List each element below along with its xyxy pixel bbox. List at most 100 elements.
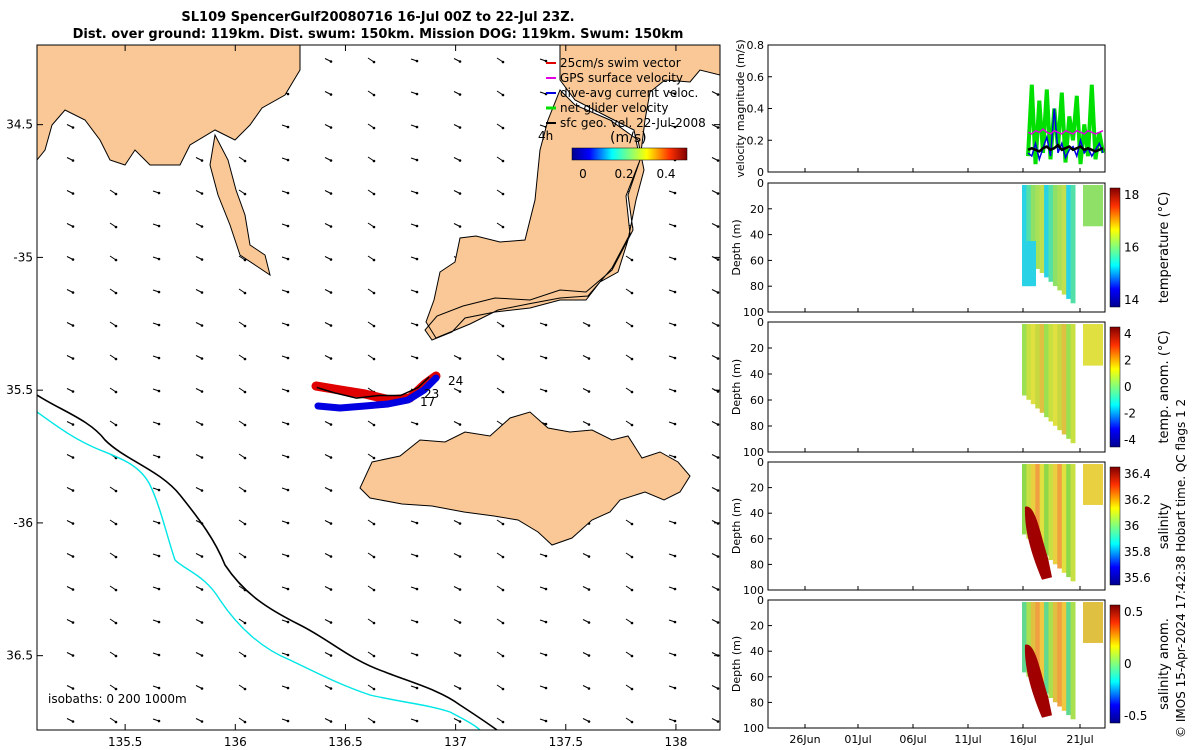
velocity-arrow-head xyxy=(329,192,333,195)
velocity-arrow-head xyxy=(372,522,376,526)
velocity-arrow-head xyxy=(200,654,204,657)
velocity-arrow-head xyxy=(329,588,333,591)
velocity-arrow-head xyxy=(329,258,333,261)
velocity-arrow-head xyxy=(200,258,204,261)
depth-tick-label: 40 xyxy=(750,507,764,520)
velocity-arrow-head xyxy=(415,257,419,261)
velocity-arrow-head xyxy=(372,324,376,328)
velocity-arrow-head xyxy=(243,357,247,361)
glider-track xyxy=(311,371,441,412)
velocity-arrow-head xyxy=(71,522,75,525)
map-ytick-label: -36 xyxy=(13,516,33,530)
velocity-arrow-head xyxy=(501,390,505,394)
velocity-arrow-head xyxy=(329,291,333,294)
velocity-arrow-head xyxy=(501,324,505,328)
time-label: 06Jul xyxy=(899,733,926,746)
velocity-arrow-head xyxy=(673,422,677,426)
velocity-arrow-head xyxy=(157,224,161,228)
panel-colorbar xyxy=(1109,604,1121,724)
velocity-arrow-head xyxy=(157,521,161,525)
velocity-arrow-head xyxy=(716,291,720,294)
vel-ytick-label: 0.2 xyxy=(747,134,765,147)
cbar-tick-label: 36.4 xyxy=(1124,467,1151,481)
velocity-arrow-head xyxy=(157,257,161,261)
velocity-arrow-head xyxy=(501,720,505,724)
velocity-arrow-head xyxy=(716,225,720,228)
velocity-arrow-head xyxy=(458,621,462,624)
depth-tick-label: 100 xyxy=(743,722,764,735)
depth-ylabel: Depth (m) xyxy=(730,498,743,554)
profile-block-late xyxy=(1083,602,1103,643)
legend-net: net glider velocity xyxy=(560,101,668,115)
velocity-arrow-head xyxy=(114,225,118,229)
velocity-arrow-head xyxy=(673,719,677,723)
map-axis-ticks: 135.5 136 136.5 137 137.5 138 34.5 -35 35.5 -36 36… xyxy=(6,45,720,749)
vel-ytick-label: 0.4 xyxy=(747,103,765,116)
velocity-arrow-head xyxy=(157,455,161,459)
legend-gps: GPS surface velocity xyxy=(560,71,683,85)
depth-tick-label: 60 xyxy=(750,533,764,546)
map-ytick-label: 34.5 xyxy=(6,118,33,132)
velocity-arrow-head xyxy=(372,159,376,163)
velocity-arrow-head xyxy=(716,324,720,327)
depth-ylabel: Depth (m) xyxy=(730,359,743,415)
velocity-arrow-head xyxy=(329,93,333,96)
velocity-arrow-head xyxy=(673,653,677,657)
depth-tick-label: 40 xyxy=(750,645,764,658)
map-ytick-label: 35.5 xyxy=(6,383,33,397)
depth-tick-label: 60 xyxy=(750,394,764,407)
velocity-arrow-head xyxy=(587,687,591,690)
track-label-23: 23 xyxy=(424,387,439,401)
velocity-arrow-head xyxy=(286,653,290,657)
velocity-arrow-head xyxy=(630,588,634,592)
velocity-arrow-head xyxy=(458,522,462,525)
profile-block xyxy=(1044,464,1049,556)
velocity-arrow-head xyxy=(200,489,204,492)
profile-block xyxy=(1052,464,1058,565)
velocity-arrow-head xyxy=(71,159,75,162)
velocity-arrow-head xyxy=(243,654,247,658)
legend-current: dive-avg current veloc. xyxy=(560,86,698,100)
velocity-arrow-head xyxy=(114,720,118,724)
velocity-arrow-head xyxy=(243,291,247,295)
velocity-arrow-head xyxy=(372,654,376,658)
velocity-arrow-head xyxy=(286,224,290,228)
cbar-tick-label: 18 xyxy=(1124,188,1139,202)
panel-colorbar xyxy=(1109,326,1121,448)
velocity-arrow-head xyxy=(587,621,591,624)
velocity-arrow-head xyxy=(157,587,161,591)
map-xtick-label: 135.5 xyxy=(108,735,142,749)
velocity-arrow-head xyxy=(286,521,290,525)
map-panel: 24 23 17 135.5 136 136.5 137 137.5 138 34.5 -35… xyxy=(6,44,721,749)
velocity-arrow-head xyxy=(200,192,204,195)
velocity-arrow-head xyxy=(71,126,75,129)
velocity-arrow-head xyxy=(286,455,290,459)
velocity-arrow-head xyxy=(157,686,161,690)
velocity-arrow-head xyxy=(415,125,419,129)
velocity-arrow-head xyxy=(114,357,118,361)
velocity-arrow-head xyxy=(630,621,634,625)
cbar-tick-label: 35.6 xyxy=(1124,571,1151,585)
velocity-arrow-head xyxy=(372,588,376,592)
velocity-arrow-head xyxy=(458,390,462,393)
velocity-arrow-head xyxy=(458,687,462,690)
velocity-arrow-head xyxy=(716,390,720,393)
velocity-arrow-head xyxy=(243,324,247,328)
velocity-arrow-head xyxy=(630,555,634,559)
velocity-arrow-head xyxy=(544,356,548,360)
profile-block xyxy=(1035,185,1041,269)
velocity-arrow-head xyxy=(415,92,419,96)
profile-block xyxy=(1061,185,1067,295)
profile-block xyxy=(1030,464,1036,543)
profile-block xyxy=(1026,464,1032,539)
velocity-arrow-head xyxy=(114,654,118,658)
depth-tick-label: 40 xyxy=(750,368,764,381)
profile-block xyxy=(1070,464,1076,582)
velocity-arrow-head xyxy=(716,357,720,360)
profile-block xyxy=(1030,602,1036,681)
velocity-arrow-head xyxy=(673,554,677,558)
map-legend: 25cm/s swim vector GPS surface velocity … xyxy=(538,56,706,181)
profile-block-late xyxy=(1083,464,1103,505)
